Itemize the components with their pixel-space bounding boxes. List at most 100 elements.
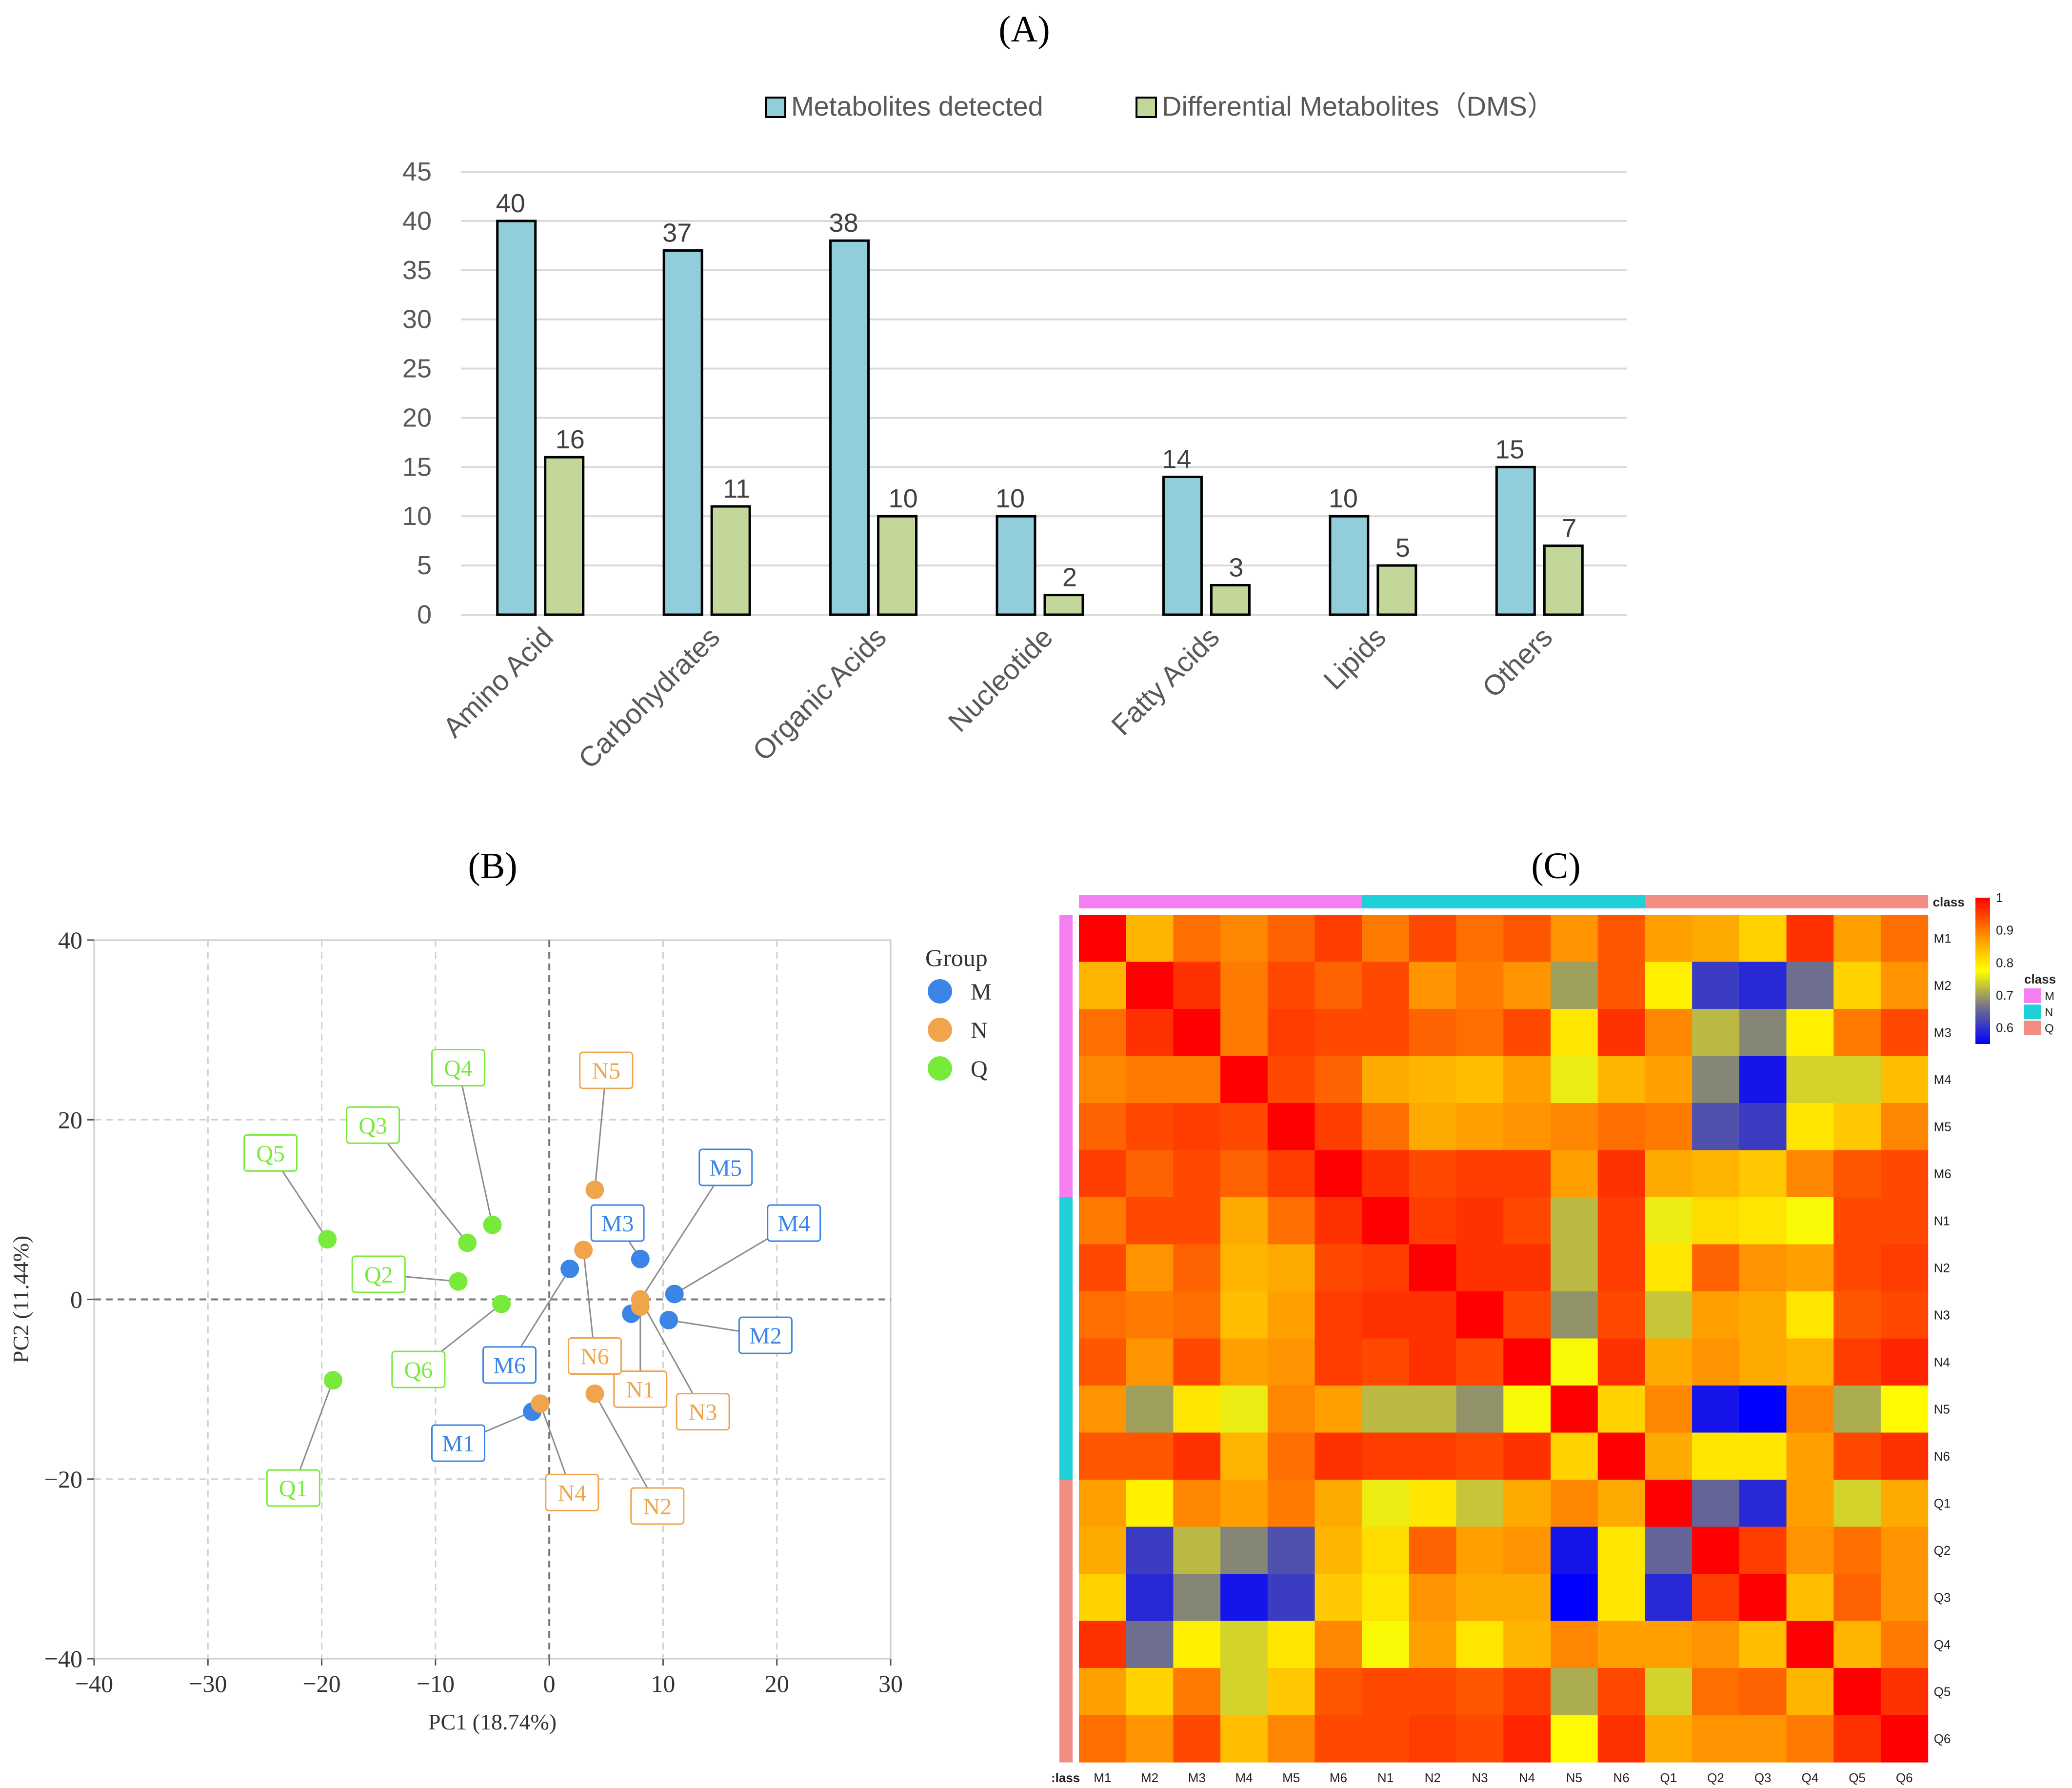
heatmap-cell [1409, 1574, 1457, 1622]
y-tick-label: 15 [402, 452, 432, 482]
point-label: M4 [777, 1211, 810, 1237]
heatmap-cell [1079, 1150, 1127, 1198]
col-label: Q3 [1754, 1770, 1772, 1785]
heatmap-cell [1551, 1574, 1598, 1622]
heatmap-cell [1645, 1291, 1693, 1339]
col-label: Q4 [1802, 1770, 1819, 1785]
point-label: Q6 [404, 1357, 433, 1383]
heatmap-cell [1833, 1574, 1881, 1622]
heatmap-cell [1692, 1621, 1740, 1668]
heatmap-cell [1079, 962, 1127, 1009]
heatmap-cell [1126, 1386, 1174, 1433]
col-label: M1 [1094, 1770, 1111, 1785]
class-bar-top [1880, 895, 1929, 908]
bar-dms [1543, 544, 1584, 616]
heatmap-cell [1692, 1244, 1740, 1292]
heatmap-cell [1503, 1291, 1551, 1339]
heatmap-cell [1503, 1668, 1551, 1716]
heatmap-cell [1786, 1197, 1834, 1245]
heatmap-cell [1126, 1527, 1174, 1574]
data-label: 11 [723, 474, 750, 503]
heatmap-cell [1456, 1480, 1504, 1527]
bar-dms [1376, 564, 1417, 616]
heatmap-cell [1503, 1244, 1551, 1292]
class-bar-left [1059, 1668, 1073, 1715]
col-label: M3 [1188, 1770, 1206, 1785]
heatmap-cell [1597, 962, 1645, 1009]
heatmap-cell [1503, 1621, 1551, 1668]
row-label: Q5 [1934, 1684, 1951, 1699]
heatmap-cell [1126, 1480, 1174, 1527]
heatmap-cell [1880, 1432, 1929, 1480]
heatmap-cell [1597, 1480, 1645, 1527]
row-label: Q4 [1934, 1637, 1951, 1652]
legend-title: Group [925, 944, 988, 971]
legend-swatch [1136, 97, 1157, 118]
heatmap-cell [1597, 1715, 1645, 1763]
class-bar-left [1059, 1150, 1073, 1198]
class-bar-left [1059, 1621, 1073, 1668]
data-label: 15 [1495, 435, 1524, 464]
heatmap-cell [1315, 1574, 1362, 1622]
heatmap-cell [1597, 1150, 1645, 1198]
class-bar-left [1059, 1244, 1073, 1292]
heatmap-cell [1362, 1244, 1410, 1292]
heatmap-cell [1456, 1668, 1504, 1716]
y-tick-label: 40 [402, 206, 432, 236]
heatmap-cell [1833, 1338, 1881, 1386]
point-label-box [613, 1370, 668, 1408]
heatmap-cell [1597, 1386, 1645, 1433]
y-tick-label: 20 [58, 1106, 82, 1133]
heatmap-cell [1645, 1197, 1693, 1245]
point-label-box [738, 1316, 793, 1354]
heatmap-cell [1267, 1056, 1315, 1104]
heatmap-cell [1220, 1386, 1268, 1433]
heatmap-cell [1173, 1056, 1221, 1104]
heatmap-cell [1362, 1103, 1410, 1151]
heatmap-cell [1079, 1527, 1127, 1574]
heatmap-cell [1597, 1197, 1645, 1245]
class-legend-swatch [2024, 1004, 2041, 1019]
data-label: 7 [1562, 514, 1576, 543]
heatmap-cell [1786, 1056, 1834, 1104]
row-label: M4 [1934, 1072, 1952, 1087]
heatmap-cell [1551, 1103, 1598, 1151]
heatmap-cell [1880, 1244, 1929, 1292]
heatmap-cell [1880, 1103, 1929, 1151]
heatmap-cell [1409, 1244, 1457, 1292]
heatmap-cell [1409, 962, 1457, 1009]
col-label: M6 [1330, 1770, 1347, 1785]
class-legend-label: Q [2045, 1022, 2054, 1035]
heatmap-cell [1880, 1527, 1929, 1574]
heatmap-cell [1597, 1009, 1645, 1057]
class-bar-top [1786, 895, 1834, 908]
heatmap-cell [1362, 1480, 1410, 1527]
heatmap-cell [1692, 1386, 1740, 1433]
heatmap-cell [1645, 1009, 1693, 1057]
point-label-box [351, 1255, 406, 1293]
heatmap-cell [1362, 1009, 1410, 1057]
heatmap-cell [1786, 1574, 1834, 1622]
heatmap-cell [1267, 1338, 1315, 1386]
y-tick-label: 40 [58, 926, 82, 954]
class-bar-top [1551, 895, 1598, 908]
class-bar-left [1059, 1291, 1073, 1339]
heatmap-cell [1315, 1150, 1362, 1198]
heatmap-cell [1362, 1386, 1410, 1433]
point-label: N4 [558, 1480, 586, 1506]
bar-detected [1329, 515, 1370, 616]
point-label: N5 [592, 1058, 620, 1084]
heatmap-cell [1503, 1056, 1551, 1104]
heatmap-cell [1173, 1291, 1221, 1339]
heatmap-cell [1126, 1103, 1174, 1151]
point-label: Q5 [256, 1141, 285, 1166]
point-label: N2 [643, 1494, 672, 1520]
heatmap-cell [1833, 1432, 1881, 1480]
col-label: M2 [1141, 1770, 1158, 1785]
row-label: N2 [1934, 1261, 1950, 1275]
class-bar-left [1059, 1197, 1073, 1245]
heatmap-cell [1220, 1150, 1268, 1198]
heatmap-cell [1456, 1244, 1504, 1292]
heatmap-cell [1456, 1527, 1504, 1574]
heatmap-cell [1551, 1197, 1598, 1245]
